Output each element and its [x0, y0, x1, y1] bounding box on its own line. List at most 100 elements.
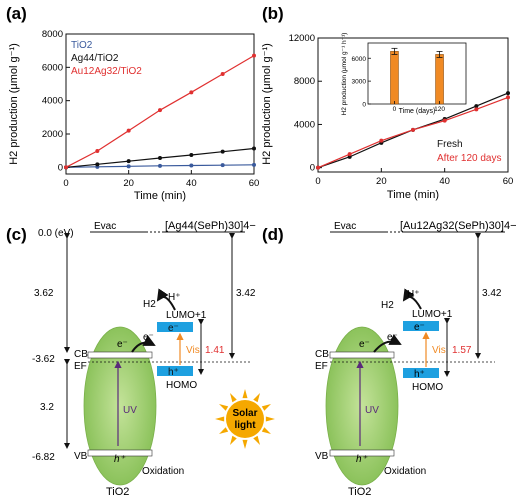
x-tick-label: 0 — [63, 178, 68, 189]
electron-transfer-arrow-d — [373, 334, 402, 353]
tio2-ellipse — [83, 326, 157, 486]
chart-b-y-ticks: 0 4000 8000 12000 — [289, 33, 322, 174]
data-point — [506, 95, 510, 100]
vb-band — [87, 449, 153, 457]
data-point — [252, 162, 256, 167]
cb-electron-label-d: e⁻ — [359, 339, 370, 350]
sun-icon: Solar light — [215, 389, 275, 449]
vb-hole-label: h⁺ — [114, 454, 126, 465]
sun-rays — [215, 389, 275, 449]
h2-evolution-arrow-d — [402, 288, 422, 310]
data-point — [126, 164, 131, 169]
data-point — [158, 163, 162, 168]
y-tick-label: 0 — [310, 163, 315, 174]
transfer-electron-label-d: e⁻ — [387, 332, 398, 343]
x-tick-label: 0 — [315, 176, 320, 187]
evac-label-d: Evac — [334, 221, 356, 232]
legend-au12ag32: Au12Ag32/TiO2 — [71, 66, 142, 77]
data-point — [411, 127, 415, 132]
x-tick-label: 40 — [439, 176, 450, 187]
oxidation-label-d: Oxidation — [384, 466, 426, 477]
x-tick-label: 20 — [123, 178, 134, 189]
h2-label-d: H2 — [381, 300, 394, 311]
hplus-label-c: H⁺ — [168, 292, 181, 303]
cb-band-d — [329, 351, 395, 359]
inset-x-tick-label: 120 — [434, 106, 445, 113]
y-tick-label: 6000 — [42, 62, 63, 73]
data-point — [126, 128, 131, 133]
inset-bar — [435, 54, 444, 105]
sun-ray — [261, 427, 271, 434]
ef-label: EF — [74, 361, 87, 372]
data-point — [189, 153, 194, 157]
data-point — [474, 104, 479, 109]
y-tick-label: 8000 — [42, 29, 63, 40]
inset-frame — [367, 42, 467, 105]
vis-label: Vis — [186, 345, 200, 356]
hplus-label-d: H⁺ — [407, 289, 420, 300]
inset-ylabel: H2 production (μmol g⁻¹ h⁻¹) — [341, 33, 348, 116]
data-point — [158, 108, 162, 113]
uv-label-d: UV — [365, 405, 379, 416]
data-point — [506, 91, 510, 96]
vb-label: VB — [74, 451, 88, 462]
chart-b-inset: 0 3000 6000 0 120 Time (days) H2 production… — [341, 33, 467, 116]
x-tick-label: 60 — [503, 176, 514, 187]
tio2-ellipse-d — [325, 326, 399, 486]
data-point — [95, 149, 100, 153]
inset-y-ticks: 0 3000 6000 — [352, 56, 371, 109]
data-point — [252, 146, 256, 151]
vb-band-d — [329, 449, 395, 457]
evac-label: Evac — [94, 221, 116, 232]
h2-label-c: H2 — [143, 299, 156, 310]
vb-label-d: VB — [315, 451, 329, 462]
legend-after-120-days: After 120 days — [437, 153, 501, 164]
homo-hole-label: h⁺ — [168, 367, 179, 378]
ef-label-d: EF — [315, 361, 328, 372]
x-tick-label: 40 — [186, 178, 197, 189]
sun-ray — [242, 389, 248, 399]
sun-ray — [253, 435, 260, 445]
panel-label-a: (a) — [6, 4, 27, 23]
tio2-label-d: TiO2 — [348, 486, 371, 498]
sun-label-line1: Solar — [232, 408, 257, 419]
data-point — [64, 165, 68, 170]
y-tick-label: 8000 — [294, 76, 315, 87]
y-tick-label: 2000 — [42, 129, 63, 140]
y-tick-label: 4000 — [294, 119, 315, 130]
gap-tio2-label: 3.2 — [40, 402, 54, 413]
tio2-label-c: TiO2 — [106, 486, 129, 498]
chart-a-frame — [65, 33, 255, 175]
panel-label-b: (b) — [262, 4, 284, 23]
inset-bar — [390, 51, 399, 105]
sun-ray — [219, 404, 229, 411]
data-point — [189, 163, 194, 168]
homo-band — [157, 366, 193, 376]
data-point — [220, 149, 225, 154]
y-tick-label: 4000 — [42, 96, 63, 107]
chart-b-x-ticks: 0 20 40 60 — [315, 168, 513, 187]
lumo-label: LUMO+1 — [166, 310, 207, 321]
homo-hole-label-d: h⁺ — [414, 369, 425, 380]
legend-ag44: Ag44/TiO2 — [71, 53, 119, 64]
vis-label-d: Vis — [432, 345, 446, 356]
inset-y-tick-label: 0 — [362, 102, 366, 109]
cb-energy-label: -3.62 — [32, 354, 55, 365]
panel-label-d: (d) — [262, 225, 284, 244]
cb-label-d: CB — [315, 349, 329, 360]
chart-b-ylabel: H2 production (μmol g⁻¹) — [261, 43, 273, 165]
cluster-gap-label-c: 3.42 — [236, 288, 256, 299]
vb-hole-label-d: h⁺ — [356, 454, 368, 465]
cb-band — [87, 351, 153, 359]
legend-tio2: TiO2 — [71, 40, 93, 51]
data-point — [252, 53, 256, 58]
sun-ray — [230, 393, 237, 403]
sun-ray — [215, 416, 225, 422]
chart-a-ylabel: H2 production (μmol g⁻¹) — [8, 43, 20, 165]
x-tick-label: 60 — [249, 178, 260, 189]
homo-band-d — [403, 368, 439, 378]
chart-a: 0 2000 4000 6000 8000 0 20 40 60 Time (min) H2 … — [8, 29, 259, 202]
data-point — [442, 118, 447, 123]
inset-y-tick-label: 6000 — [352, 56, 367, 63]
uv-label: UV — [123, 405, 137, 416]
